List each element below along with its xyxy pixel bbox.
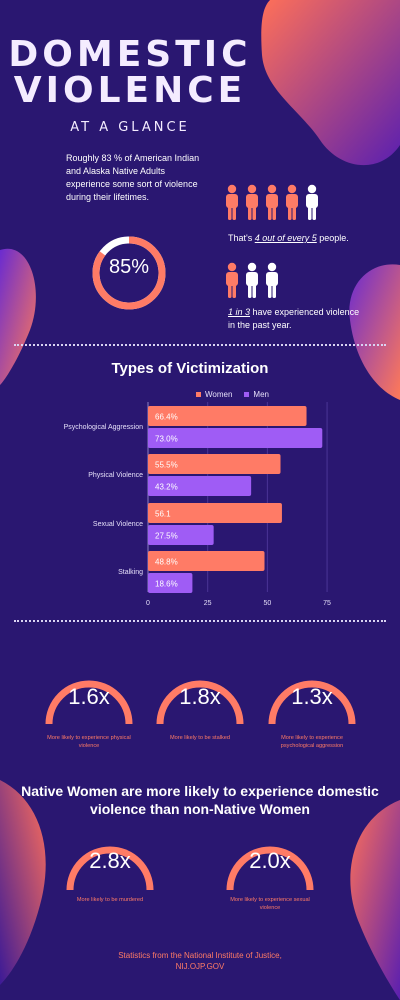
past-year-text: 1 in 3 have experienced violence in the …	[228, 306, 368, 332]
headline: Native Women are more likely to experien…	[21, 783, 379, 817]
bar-women	[148, 454, 281, 474]
x-tick-label: 0	[146, 600, 150, 607]
ring-value: 85%	[108, 256, 150, 278]
bar-men	[148, 525, 214, 545]
bar-value-label: 55.5%	[155, 461, 178, 470]
stats-bottom-gauges	[66, 846, 314, 891]
category-label: Psychological Aggression	[64, 424, 143, 431]
blob-bottom-left	[0, 780, 46, 985]
stat-value-stalked: 1.8x	[179, 684, 221, 709]
person-icon	[226, 262, 238, 298]
source-note: Statistics from the National Institute o…	[118, 951, 282, 971]
person-icon	[266, 262, 278, 298]
percent-ring-arc	[92, 236, 166, 310]
bar-women	[148, 503, 282, 523]
blob-left-mid	[0, 248, 36, 385]
gauge-arc	[268, 680, 356, 725]
divider-top	[14, 344, 386, 346]
ratio-text: That's 4 out of every 5 people.	[228, 232, 368, 245]
past-year-suffix: have experienced violence in the past ye…	[228, 307, 360, 330]
person-icon	[246, 184, 258, 220]
gauge-arc	[66, 846, 154, 891]
chart-title: Types of Victimization	[111, 360, 269, 377]
people-three-icon	[226, 262, 278, 298]
ratio-suffix: people.	[316, 233, 349, 243]
blob-top-right	[261, 0, 400, 166]
stat-desc-murdered: More likely to be murdered	[76, 897, 144, 903]
bar-men	[148, 476, 252, 496]
divider-bottom	[14, 620, 386, 622]
bar-value-label: 56.1	[155, 510, 171, 519]
bar-value-label: 27.5%	[155, 532, 178, 541]
subtitle: AT A GLANCE	[70, 120, 190, 135]
bar-women	[148, 406, 307, 426]
legend-men: Men	[244, 390, 269, 399]
ratio-emphasis: 4 out of every 5	[254, 233, 317, 243]
past-year-emphasis: 1 in 3	[228, 307, 251, 317]
stat-value-murdered: 2.8x	[89, 848, 131, 873]
stat-desc-stalked: More likely to be stalked	[169, 735, 230, 741]
title-line1: DOMESTIC	[8, 34, 252, 75]
stat-value-psychological: 1.3x	[291, 684, 333, 709]
x-tick-label: 50	[263, 600, 271, 607]
stat-desc-physical: More likely to experience physical viole…	[47, 735, 131, 749]
bar-value-label: 18.6%	[155, 580, 178, 589]
people-row-icon	[226, 184, 318, 220]
title-line2: VIOLENCE	[13, 70, 247, 111]
category-label: Sexual Violence	[93, 521, 143, 528]
category-label: Stalking	[118, 569, 143, 576]
bar-chart: 0 25 50 75 Psychological Aggression 66.4% 73.0…	[64, 402, 331, 607]
gauge-arc	[226, 846, 314, 891]
bar-women	[148, 551, 265, 571]
stat-desc-sexual: More likely to experience sexual violenc…	[230, 897, 310, 911]
bar-men	[148, 573, 193, 593]
person-icon	[266, 184, 278, 220]
person-icon	[306, 184, 318, 220]
blob-bottom-right	[350, 800, 400, 1000]
bar-value-label: 66.4%	[155, 413, 178, 422]
stat-desc-psychological: More likely to experience psychological …	[280, 735, 344, 749]
intro-text: Roughly 83 % of American Indian and Alas…	[66, 153, 200, 202]
bar-value-label: 73.0%	[155, 435, 178, 444]
bar-value-label: 43.2%	[155, 483, 178, 492]
gauge-arc	[156, 680, 244, 725]
chart-legend: Women Men	[196, 390, 269, 399]
x-tick-label: 75	[323, 600, 331, 607]
stat-value-physical: 1.6x	[68, 684, 110, 709]
stat-value-sexual: 2.0x	[249, 848, 291, 873]
legend-women: Women	[196, 390, 232, 399]
percent-ring	[92, 236, 166, 310]
gauge-arc	[45, 680, 133, 725]
category-label: Physical Violence	[88, 472, 143, 479]
person-icon	[286, 184, 298, 220]
stats-top-gauges	[45, 680, 356, 725]
x-tick-label: 25	[204, 600, 212, 607]
ratio-prefix: That's	[228, 233, 255, 243]
bar-men	[148, 428, 323, 448]
blob-right-mid	[349, 264, 400, 400]
bar-value-label: 48.8%	[155, 558, 178, 567]
person-icon	[226, 184, 238, 220]
person-icon	[246, 262, 258, 298]
